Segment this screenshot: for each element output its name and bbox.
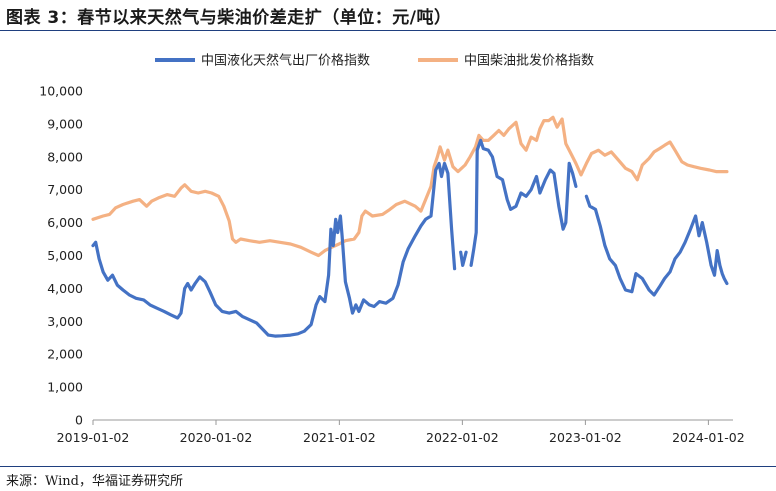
x-axis: 2019-01-02 2020-01-02 2021-01-02 2022-01-02… [57,419,745,445]
series-line [91,138,729,338]
legend: 中国液化天然气出厂价格指数 中国柴油批发价格指数 [155,53,594,69]
y-tick-label: 7,000 [47,182,83,197]
y-tick-label: 6,000 [47,215,83,230]
y-tick-label: 9,000 [47,116,83,131]
y-tick-label: 3,000 [47,314,83,329]
y-tick-label: 4,000 [47,281,83,296]
source-note: 来源：Wind，华福证券研究所 [6,474,183,489]
y-tick-label: 1,000 [47,380,83,395]
legend-label: 中国液化天然气出厂价格指数 [201,53,370,69]
y-tick-label: 8,000 [47,149,83,164]
x-tick-label: 2022-01-02 [426,430,499,445]
footer-rule [0,466,776,467]
y-tick-label: 5,000 [47,248,83,263]
legend-label: 中国柴油批发价格指数 [464,53,594,69]
title-rule [0,30,776,31]
x-tick-label: 2021-01-02 [303,430,376,445]
x-tick-label: 2019-01-02 [57,430,130,445]
chart: 0 1,000 2,000 3,000 4,000 5,000 6,000 7,000 8,00… [39,53,745,446]
y-tick-label: 0 [75,413,83,428]
y-tick-label: 2,000 [47,347,83,362]
series-line [91,115,729,258]
x-tick-label: 2023-01-02 [549,430,622,445]
x-tick-label: 2024-01-02 [672,430,745,445]
y-tick-label: 10,000 [39,84,83,99]
y-axis: 0 1,000 2,000 3,000 4,000 5,000 6,000 7,000 8,00… [39,84,83,428]
series-lines [91,115,729,338]
chart-title: 图表 3：春节以来天然气与柴油价差走扩（单位：元/吨） [6,8,452,28]
x-tick-label: 2020-01-02 [180,430,253,445]
